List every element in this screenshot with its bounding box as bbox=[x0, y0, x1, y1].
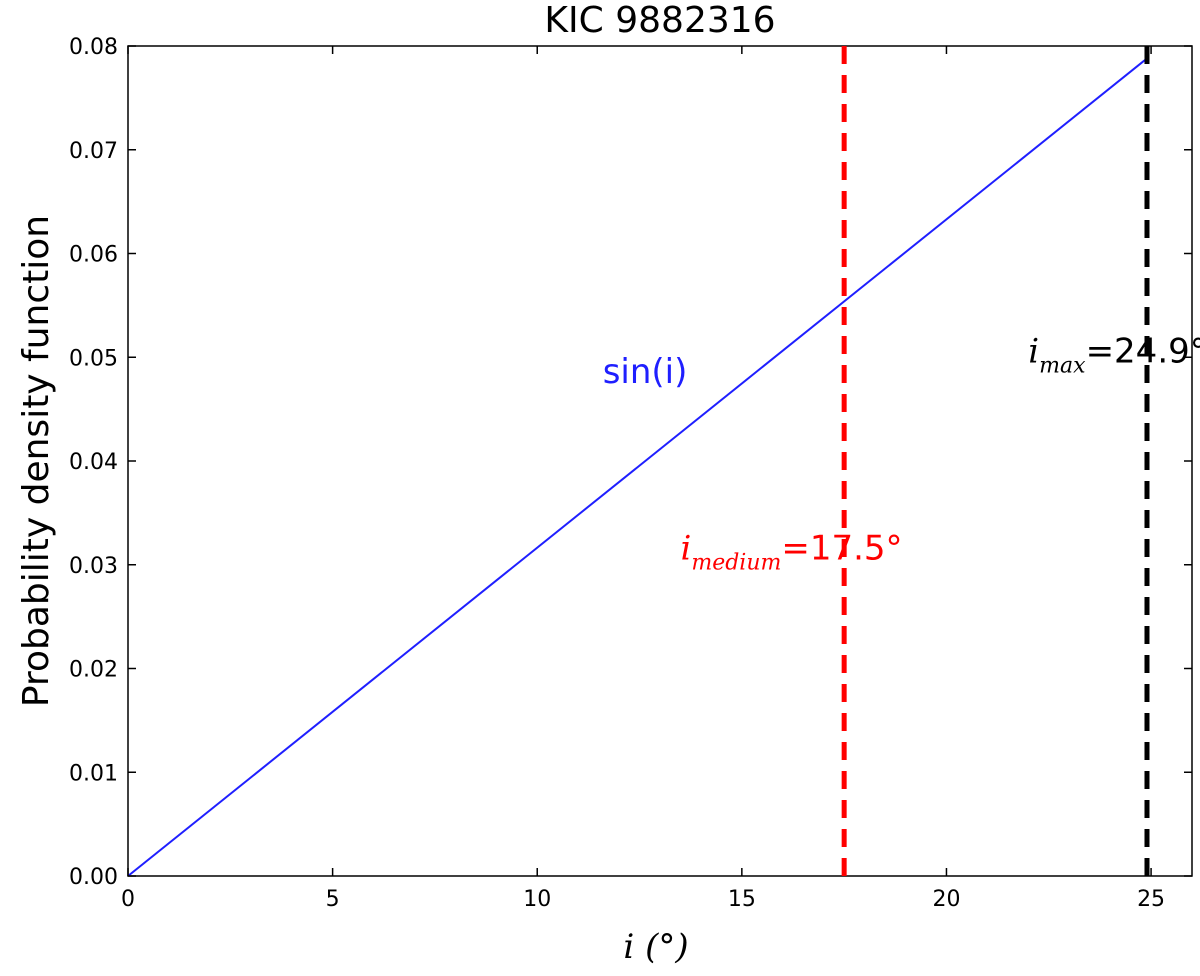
annotation-medium: imedium=17.5° bbox=[680, 529, 902, 576]
y-tick-label: 0.02 bbox=[69, 658, 118, 683]
reference-lines bbox=[841, 46, 1150, 876]
x-tick-label: 20 bbox=[932, 887, 960, 912]
y-tick-label: 0.01 bbox=[69, 761, 118, 786]
x-axis: 0 5 10 15 20 25 bbox=[121, 46, 1165, 912]
x-tick-label: 5 bbox=[326, 887, 340, 912]
annotation-max: imax=24.9° bbox=[1028, 331, 1200, 378]
y-tick-label: 0.00 bbox=[69, 865, 118, 890]
y-axis: 0.00 0.01 0.02 0.03 0.04 0.05 0.06 0.07 0.08 bbox=[69, 35, 1192, 890]
y-axis-label: Probability density function bbox=[16, 215, 57, 707]
plot-area bbox=[127, 45, 1193, 877]
y-tick-label: 0.04 bbox=[69, 450, 118, 475]
annotation-series_label: sin(i) bbox=[603, 352, 688, 392]
x-tick-label: 15 bbox=[728, 887, 756, 912]
y-tick-label: 0.07 bbox=[69, 139, 118, 164]
y-tick-label: 0.06 bbox=[69, 243, 118, 268]
y-tick-label: 0.03 bbox=[69, 554, 118, 579]
x-axis-label: i (°) bbox=[623, 927, 688, 967]
series-layer bbox=[127, 57, 1148, 877]
x-tick-label: 0 bbox=[121, 887, 135, 912]
annotations: sin(i) imedium=17.5° imax=24.9° bbox=[603, 331, 1200, 575]
y-tick-label: 0.05 bbox=[69, 346, 118, 371]
y-tick-label: 0.08 bbox=[69, 35, 118, 60]
x-tick-label: 10 bbox=[523, 887, 551, 912]
plot-frame bbox=[127, 45, 1193, 877]
series-line bbox=[127, 57, 1148, 877]
chart-title: KIC 9882316 bbox=[544, 0, 775, 41]
x-tick-label: 25 bbox=[1137, 887, 1165, 912]
